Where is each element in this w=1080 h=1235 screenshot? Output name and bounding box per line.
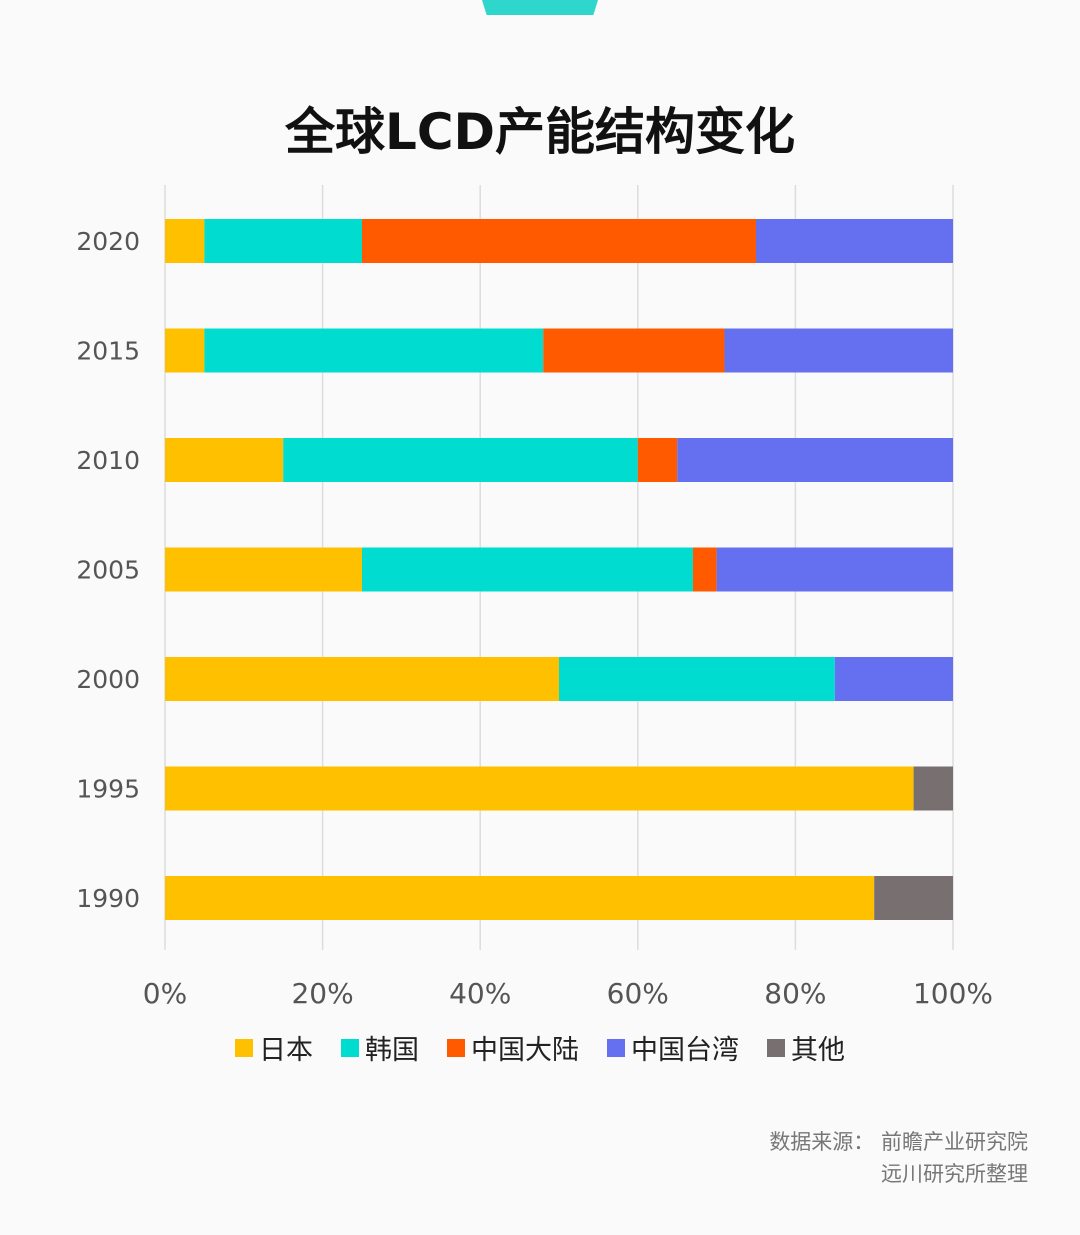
legend-swatch <box>341 1038 359 1057</box>
legend-swatch <box>607 1038 625 1057</box>
source-line-2: 远川研究所整理 <box>881 1162 1028 1186</box>
legend: 日本 韩国 中国大陆 中国台湾 其他 <box>0 1028 1080 1067</box>
y-tick-label: 1990 <box>76 884 140 913</box>
y-tick-label: 2015 <box>76 337 140 366</box>
bar-segment <box>559 657 835 701</box>
source-line-1: 数据来源： 前瞻产业研究院 <box>769 1130 1028 1154</box>
bar-segment <box>204 328 544 373</box>
bar-segment <box>874 876 953 920</box>
bar-segment <box>165 219 205 263</box>
bar-segment <box>165 657 559 701</box>
bar-segment <box>543 328 725 373</box>
bar-segment <box>165 876 875 920</box>
legend-label: 日本 <box>259 1035 313 1066</box>
bar-segment <box>165 766 914 811</box>
bar-segment <box>204 219 362 263</box>
legend-item: 其他 <box>767 1028 845 1067</box>
legend-item: 韩国 <box>341 1028 419 1067</box>
legend-item: 中国大陆 <box>447 1028 579 1067</box>
legend-swatch <box>235 1038 253 1057</box>
legend-label: 韩国 <box>365 1035 419 1066</box>
x-tick-label: 60% <box>607 977 669 1010</box>
top-decoration <box>482 0 598 15</box>
legend-label: 中国大陆 <box>471 1035 579 1066</box>
x-tick-label: 20% <box>291 977 353 1010</box>
x-tick-label: 40% <box>449 977 511 1010</box>
legend-item: 中国台湾 <box>607 1028 739 1067</box>
x-tick-label: 80% <box>764 977 826 1010</box>
bar-segment <box>362 547 693 592</box>
bar-segment <box>913 766 953 811</box>
bar-segment <box>165 328 205 373</box>
legend-label: 其他 <box>791 1035 845 1066</box>
chart-title: 全球LCD产能结构变化 <box>284 103 796 161</box>
bar-segment <box>834 657 953 701</box>
legend-item: 日本 <box>235 1028 313 1067</box>
y-tick-label: 1995 <box>76 775 140 804</box>
bar-segment <box>716 547 953 592</box>
bar-segment <box>756 219 953 263</box>
y-tick-label: 2005 <box>76 556 140 585</box>
y-tick-label: 2020 <box>76 227 140 256</box>
source-note: 数据来源： 前瞻产业研究院 远川研究所整理 <box>769 1126 1028 1190</box>
legend-label: 中国台湾 <box>631 1035 739 1066</box>
x-tick-label: 0% <box>143 977 187 1010</box>
bar-segment <box>283 438 638 482</box>
bar-segment <box>362 219 756 263</box>
legend-swatch <box>767 1038 785 1057</box>
bar-segment <box>724 328 953 373</box>
x-tick-label: 100% <box>913 977 993 1010</box>
bar-segment <box>692 547 717 592</box>
y-tick-label: 2000 <box>76 665 140 694</box>
legend-swatch <box>447 1038 465 1057</box>
bar-segment <box>637 438 678 482</box>
y-tick-label: 2010 <box>76 446 140 475</box>
bar-segment <box>677 438 953 482</box>
bar-segment <box>165 547 362 592</box>
bar-segment <box>165 438 284 482</box>
